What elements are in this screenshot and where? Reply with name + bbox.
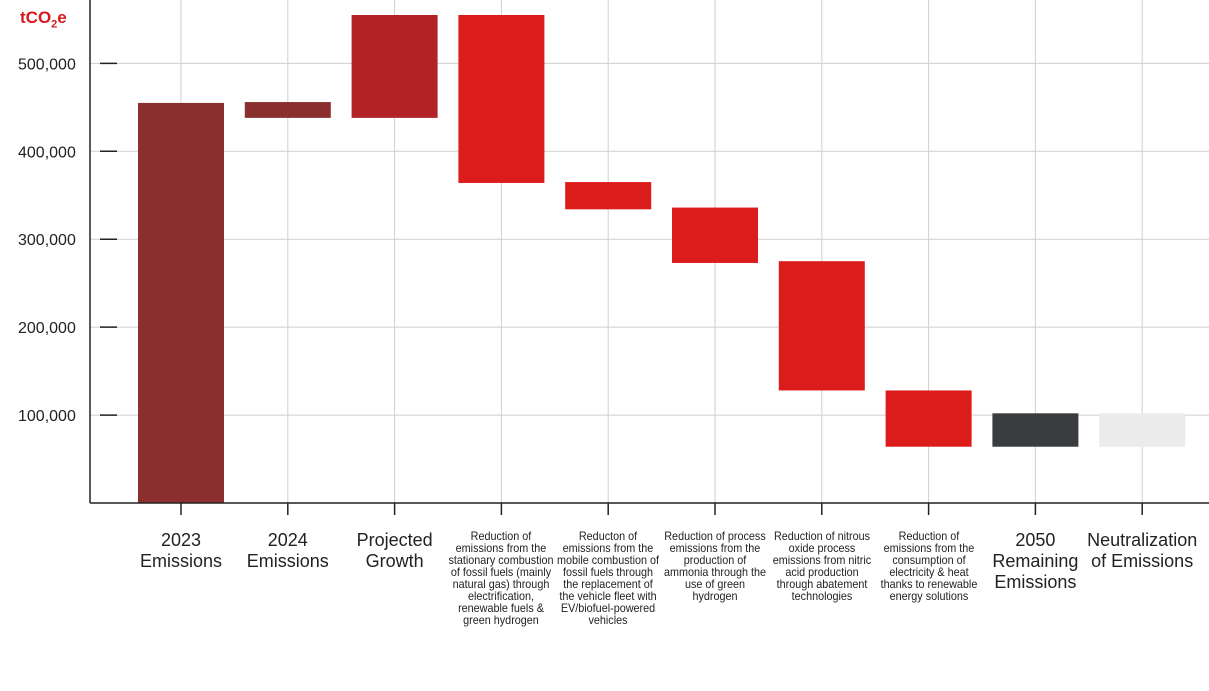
axes (89, 0, 1209, 515)
waterfall-bar (138, 102, 224, 504)
waterfall-bar (565, 182, 652, 210)
x-category-label: 2023 Emissions (139, 530, 223, 571)
y-tick-label: 400,000 (18, 144, 76, 161)
bars (138, 15, 1186, 504)
waterfall-bar (351, 15, 438, 118)
x-category-label: Reduction of emissions from the consumpt… (880, 529, 977, 603)
waterfall-bar (992, 413, 1079, 447)
waterfall-bar (1099, 413, 1186, 447)
y-tick-label: 200,000 (18, 320, 76, 337)
waterfall-bar (672, 207, 758, 263)
y-tick-label: 500,000 (18, 56, 76, 73)
y-tick-label: 300,000 (18, 232, 76, 249)
x-category-label: Reducton of emissions from the mobile co… (557, 529, 660, 627)
waterfall-bar (244, 102, 331, 118)
waterfall-chart: 100,000 200,000 300,000 400,000 500,000 (18, 0, 1209, 515)
x-category-label: Projected Growth (356, 530, 433, 571)
waterfall-bar (885, 390, 972, 447)
x-category-label: Reduction of process emissions from the … (663, 529, 767, 603)
x-category-label: Neutralization of Emissions (1087, 530, 1198, 571)
x-category-label: 2050 Remaining Emissions (992, 530, 1079, 592)
y-tick-labels: 100,000 200,000 300,000 400,000 500,000 (18, 56, 76, 425)
x-category-label: 2024 Emissions (246, 530, 329, 571)
y-axis-unit-label: tCO2e (20, 8, 67, 31)
y-tick-label: 100,000 (18, 408, 76, 425)
waterfall-bar (778, 261, 865, 391)
x-category-label: Reduction of emissions from the stationa… (448, 529, 554, 627)
x-category-label: Reduction of nitrous oxide process emiss… (772, 529, 872, 603)
waterfall-bar (458, 15, 545, 183)
